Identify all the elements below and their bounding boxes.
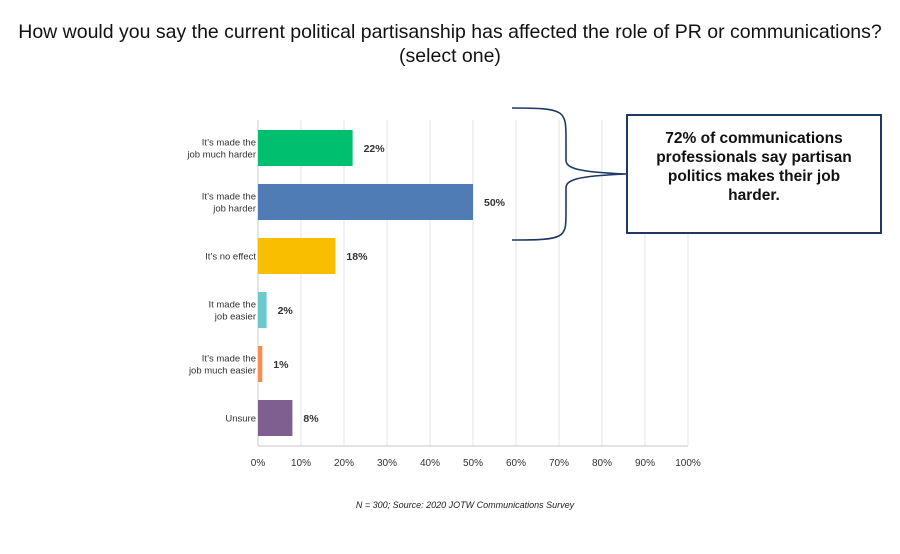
x-tick-label: 70% xyxy=(549,458,569,469)
x-tick-label: 60% xyxy=(506,458,526,469)
category-label: It’s made the job much harder xyxy=(186,138,256,161)
bar xyxy=(258,130,353,166)
x-tick-label: 50% xyxy=(463,458,483,469)
category-label: Unsure xyxy=(225,414,256,425)
category-label: It’s no effect xyxy=(205,252,256,263)
x-tick-label: 0% xyxy=(251,458,266,469)
bar xyxy=(258,346,263,382)
data-label: 18% xyxy=(346,251,368,263)
footnote: N = 300; Source: 2020 JOTW Communication… xyxy=(355,500,575,510)
data-label: 22% xyxy=(364,143,386,155)
x-tick-label: 10% xyxy=(291,458,311,469)
data-label: 1% xyxy=(273,359,289,371)
category-label: It made the job easier xyxy=(208,300,256,323)
bar xyxy=(258,184,473,220)
x-tick-label: 100% xyxy=(675,458,701,469)
x-tick-label: 90% xyxy=(635,458,655,469)
callout-text: 72% of communications professionals say … xyxy=(656,130,852,204)
category-label: It’s made the job harder xyxy=(202,192,256,215)
bar xyxy=(258,292,267,328)
category-label: It’s made the job much easier xyxy=(188,354,256,377)
x-tick-label: 30% xyxy=(377,458,397,469)
bar xyxy=(258,238,336,274)
callout-box: 72% of communications professionals say … xyxy=(626,114,882,234)
callout-bracket xyxy=(511,107,627,241)
data-label: 50% xyxy=(484,197,506,209)
data-label: 2% xyxy=(278,305,294,317)
data-label: 8% xyxy=(303,413,319,425)
x-tick-label: 80% xyxy=(592,458,612,469)
chart-title: How would you say the current political … xyxy=(18,21,882,67)
bar xyxy=(258,400,293,436)
x-tick-label: 20% xyxy=(334,458,354,469)
x-tick-label: 40% xyxy=(420,458,440,469)
